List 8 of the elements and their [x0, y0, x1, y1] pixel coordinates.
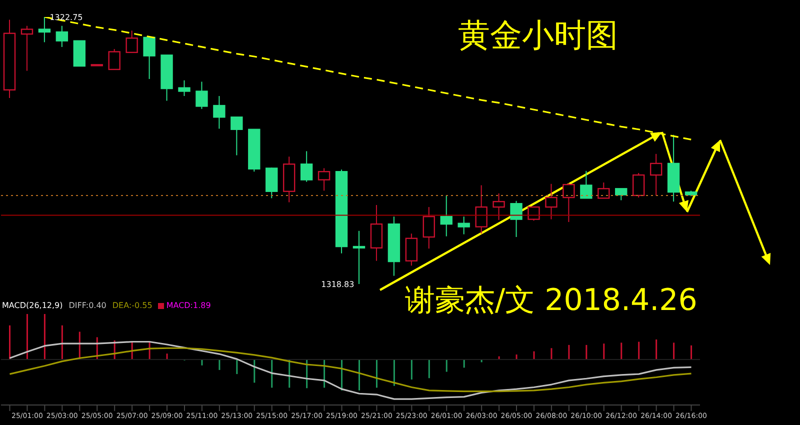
text: DIFF:0.40	[68, 301, 106, 310]
annotation: 1322.75	[50, 12, 83, 22]
annotation: 1318.83	[321, 280, 354, 289]
annotation: 谢豪杰/文 2018.4.26	[405, 282, 698, 320]
legend-label: MACD:1.89	[165, 301, 211, 310]
text: DEA:-0.55	[112, 301, 152, 310]
chart-title: 黄金小时图	[458, 15, 618, 56]
chart-title: MACD(26,12,9)	[2, 301, 63, 310]
